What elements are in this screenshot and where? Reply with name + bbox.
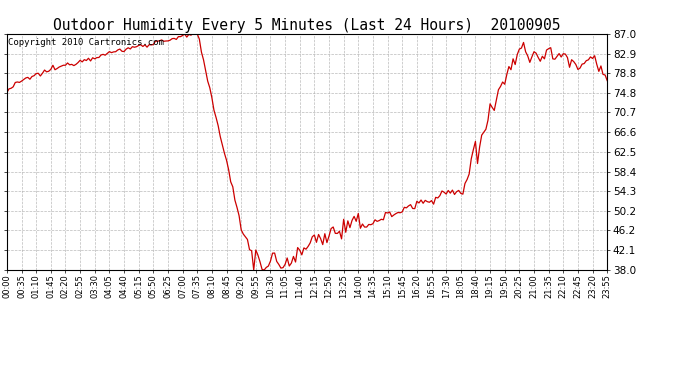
Title: Outdoor Humidity Every 5 Minutes (Last 24 Hours)  20100905: Outdoor Humidity Every 5 Minutes (Last 2… [53,18,561,33]
Text: Copyright 2010 Cartronics.com: Copyright 2010 Cartronics.com [8,39,164,48]
